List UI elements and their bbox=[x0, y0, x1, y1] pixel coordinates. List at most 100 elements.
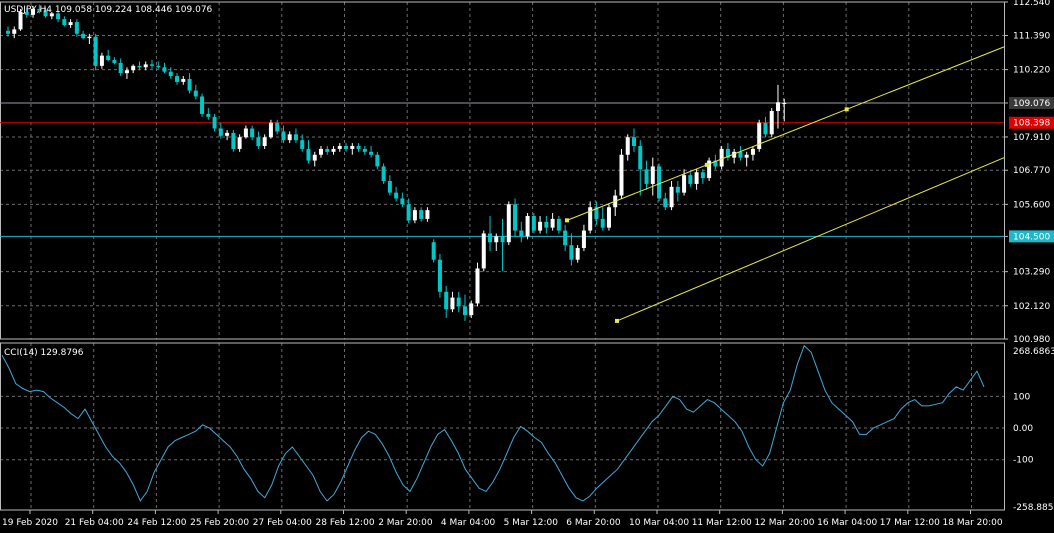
time-tick-label: 6 Mar 20:00 bbox=[566, 518, 621, 528]
time-tick-label: 21 Feb 04:00 bbox=[65, 518, 124, 528]
candle-body bbox=[594, 207, 599, 219]
candle-body bbox=[143, 64, 148, 68]
candle-body bbox=[162, 67, 167, 72]
price-tick-label: 110.220 bbox=[1013, 66, 1050, 76]
candle-body bbox=[700, 172, 705, 179]
candle-body bbox=[431, 242, 436, 260]
symbol-header: USDJPY,H4 109.058 109.224 108.446 109.07… bbox=[4, 5, 213, 15]
candle-body bbox=[293, 134, 298, 141]
candle-body bbox=[43, 10, 48, 17]
price-channel[interactable] bbox=[565, 46, 1005, 323]
candle-body bbox=[469, 303, 474, 316]
candle-body bbox=[268, 122, 273, 138]
candle-body bbox=[494, 236, 499, 243]
candle-body bbox=[444, 291, 449, 310]
channel-anchor[interactable] bbox=[844, 107, 849, 112]
candle-body bbox=[632, 137, 636, 147]
price-tick-label: 104.500 bbox=[1013, 232, 1050, 242]
time-tick-label: 24 Feb 12:00 bbox=[127, 518, 186, 528]
candle-body bbox=[319, 148, 323, 155]
candle-body bbox=[425, 210, 430, 219]
candle-body bbox=[300, 140, 305, 149]
channel-anchor[interactable] bbox=[704, 162, 709, 167]
candle-body bbox=[675, 186, 680, 193]
price-tick-label: 103.290 bbox=[1013, 268, 1050, 278]
time-tick-label: 2 Mar 20:00 bbox=[378, 518, 433, 528]
price-tick-label: 106.770 bbox=[1013, 166, 1050, 176]
candle-body bbox=[488, 233, 493, 243]
candle-body bbox=[519, 230, 524, 237]
candle-body bbox=[325, 148, 330, 152]
candle-body bbox=[168, 71, 173, 77]
channel-anchor[interactable] bbox=[565, 218, 569, 223]
candle-body bbox=[513, 204, 518, 231]
candle-body bbox=[131, 65, 136, 71]
candle-body bbox=[12, 29, 17, 34]
candle-body bbox=[225, 132, 230, 136]
candle-body bbox=[250, 128, 255, 138]
candle-body bbox=[262, 137, 267, 147]
channel-line[interactable] bbox=[616, 157, 1005, 322]
candle-body bbox=[124, 70, 129, 74]
price-tick-label: 100.980 bbox=[1013, 335, 1050, 345]
time-tick-label: 19 Feb 2020 bbox=[2, 518, 58, 528]
candle-body bbox=[481, 233, 486, 269]
candle-body bbox=[757, 122, 762, 149]
candle-body bbox=[381, 166, 386, 181]
candle-body bbox=[412, 210, 417, 221]
candle-body bbox=[650, 166, 655, 184]
indicator-pane-frame bbox=[0, 342, 1005, 511]
candle-body bbox=[106, 55, 111, 61]
cci-axis: 268.6863 100 0.00 -100 -258.885 bbox=[1013, 347, 1054, 513]
time-tick-label: 16 Mar 04:00 bbox=[817, 518, 877, 528]
candle-body bbox=[68, 22, 73, 26]
candle-body bbox=[644, 169, 649, 184]
candle-body bbox=[707, 160, 712, 179]
candle-body bbox=[200, 96, 205, 114]
time-tick-label: 18 Mar 20:00 bbox=[943, 518, 1003, 528]
candle-body bbox=[149, 64, 154, 66]
cci-tick-label: 0.00 bbox=[1013, 424, 1033, 434]
candle-body bbox=[37, 8, 42, 11]
price-axis: 112.540 111.390 110.220 109.076 107.910 106.7… bbox=[1004, 0, 1054, 345]
candle-body bbox=[344, 146, 349, 149]
cci-tick-label: 100 bbox=[1013, 392, 1030, 402]
candle-body bbox=[156, 65, 161, 68]
price-tick-label: 108.398 bbox=[1013, 119, 1050, 129]
candle-body bbox=[713, 160, 718, 167]
candle-body bbox=[81, 33, 86, 39]
candles bbox=[6, 4, 787, 321]
candle-body bbox=[663, 198, 668, 208]
candle-body bbox=[600, 218, 605, 228]
candle-body bbox=[193, 90, 198, 97]
candle-body bbox=[118, 62, 123, 74]
candle-body bbox=[187, 78, 192, 91]
price-tick-label: 111.390 bbox=[1013, 32, 1050, 42]
price-tick-label: 107.910 bbox=[1013, 133, 1050, 143]
candle-body bbox=[231, 132, 236, 149]
candle-body bbox=[719, 148, 724, 167]
candle-body bbox=[462, 306, 467, 316]
time-tick-label: 10 Mar 04:00 bbox=[629, 518, 689, 528]
channel-anchor[interactable] bbox=[615, 318, 619, 323]
price-tick-label: 112.540 bbox=[1013, 0, 1050, 8]
candle-body bbox=[406, 204, 411, 221]
candle-body bbox=[356, 146, 361, 149]
time-tick-label: 17 Mar 12:00 bbox=[880, 518, 940, 528]
candle-body bbox=[256, 137, 261, 147]
candle-body bbox=[763, 122, 768, 135]
candle-body bbox=[769, 111, 774, 135]
time-tick-label: 27 Feb 04:00 bbox=[253, 518, 312, 528]
time-tick-label: 4 Mar 04:00 bbox=[441, 518, 496, 528]
channel-line[interactable] bbox=[566, 46, 1005, 221]
candle-body bbox=[775, 102, 780, 112]
time-tick-label: 5 Mar 12:00 bbox=[504, 518, 559, 528]
candle-body bbox=[337, 146, 342, 149]
candle-body bbox=[556, 218, 561, 231]
candle-body bbox=[137, 65, 142, 68]
candle-body bbox=[669, 186, 674, 208]
candle-body bbox=[237, 137, 242, 149]
candle-body bbox=[206, 113, 211, 117]
